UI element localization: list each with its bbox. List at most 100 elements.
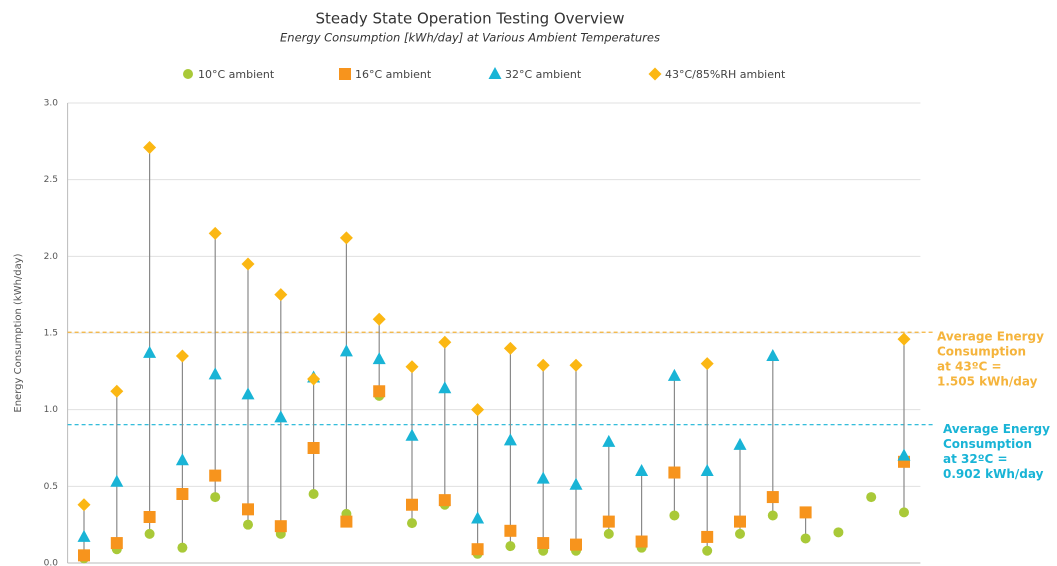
triangle-marker: [488, 67, 502, 79]
triangle-marker: [536, 471, 550, 484]
diamond-marker: [471, 403, 485, 417]
dot: [767, 510, 778, 521]
square-marker: [340, 515, 353, 528]
y-tick-label: 0.5: [44, 482, 58, 492]
legend-label: 32°C ambient: [505, 68, 582, 81]
square-marker: [143, 511, 156, 523]
triangle-marker: [897, 448, 911, 461]
triangle-marker: [274, 410, 288, 423]
dot: [800, 533, 811, 544]
square-marker: [176, 488, 189, 500]
square-marker: [373, 385, 386, 398]
square-marker: [570, 538, 582, 551]
square-marker: [537, 537, 550, 550]
triangle-marker: [438, 381, 452, 394]
square-marker: [110, 537, 123, 550]
triangle-marker: [77, 529, 91, 542]
reference-label: at 43ºC =: [937, 360, 1002, 374]
triangle-marker: [667, 368, 681, 381]
triangle-marker: [569, 477, 583, 490]
diamond-marker: [77, 498, 91, 512]
y-tick-label: 0.0: [44, 559, 59, 566]
legend-label: 16°C ambient: [355, 68, 432, 81]
triangle-marker: [241, 387, 255, 400]
triangle-marker: [766, 349, 780, 361]
square-marker: [766, 491, 779, 504]
triangle-marker: [339, 344, 353, 357]
diamond-marker: [241, 257, 255, 271]
diamond-marker: [569, 358, 583, 372]
dot: [243, 519, 253, 530]
diamond-marker: [503, 341, 517, 355]
y-axis-label: Energy Consumption (kWh/day): [13, 253, 24, 412]
square-marker: [438, 494, 451, 507]
diamond-marker: [143, 140, 157, 154]
dot: [702, 545, 713, 556]
dot: [183, 69, 193, 79]
dot: [407, 518, 417, 529]
reference-label: Consumption: [937, 345, 1026, 359]
diamond-marker: [700, 357, 714, 371]
diamond-marker: [175, 349, 189, 363]
reference-label: Average Energy: [943, 422, 1050, 436]
triangle-marker: [110, 474, 124, 487]
y-tick-label: 1.0: [44, 405, 59, 415]
triangle-marker: [700, 464, 714, 476]
square-marker: [668, 466, 681, 479]
diamond-marker: [648, 67, 662, 81]
triangle-marker: [208, 367, 222, 380]
square-marker: [339, 68, 351, 80]
square-marker: [209, 469, 222, 482]
reference-label: Average Energy: [937, 330, 1044, 344]
triangle-marker: [733, 437, 747, 450]
triangle-marker: [602, 434, 616, 447]
dot: [833, 527, 844, 538]
diamond-marker: [438, 335, 452, 349]
square-marker: [406, 498, 418, 511]
triangle-marker: [635, 464, 649, 476]
dot: [866, 492, 877, 503]
dot: [603, 528, 614, 539]
chart-title: Steady State Operation Testing Overview: [315, 10, 624, 28]
diamond-marker: [536, 358, 550, 372]
dot: [177, 542, 188, 553]
dot: [308, 489, 319, 499]
triangle-marker: [175, 453, 189, 466]
square-marker: [635, 535, 648, 548]
triangle-marker: [372, 352, 386, 365]
y-tick-label: 1.5: [44, 329, 58, 339]
dot: [210, 492, 221, 503]
reference-label: at 32ºC =: [943, 452, 1008, 466]
y-tick-label: 3.0: [44, 99, 59, 109]
triangle-marker: [471, 511, 485, 524]
diamond-marker: [372, 312, 386, 326]
square-marker: [799, 506, 812, 519]
triangle-marker: [143, 345, 157, 358]
square-marker: [242, 503, 254, 516]
square-marker: [307, 442, 320, 454]
square-marker: [274, 520, 287, 533]
reference-label: 1.505 kWh/day: [937, 375, 1038, 389]
triangle-marker: [405, 428, 419, 441]
diamond-marker: [897, 332, 911, 346]
diamond-marker: [307, 372, 321, 386]
square-marker: [471, 543, 484, 556]
legend-label: 43°C/85%RH ambient: [665, 68, 786, 81]
reference-label: 0.902 kWh/day: [943, 467, 1044, 481]
square-marker: [734, 515, 746, 528]
square-marker: [602, 515, 615, 528]
square-marker: [701, 530, 714, 543]
reference-label: Consumption: [943, 437, 1032, 451]
dot: [735, 528, 745, 539]
diamond-marker: [339, 231, 353, 245]
y-tick-label: 2.5: [44, 175, 58, 185]
square-marker: [78, 549, 90, 562]
legend-label: 10°C ambient: [198, 68, 275, 81]
triangle-marker: [503, 433, 517, 446]
diamond-marker: [274, 288, 288, 302]
dot: [505, 541, 516, 552]
dot: [144, 528, 155, 539]
dot: [669, 510, 680, 521]
square-marker: [504, 524, 517, 537]
